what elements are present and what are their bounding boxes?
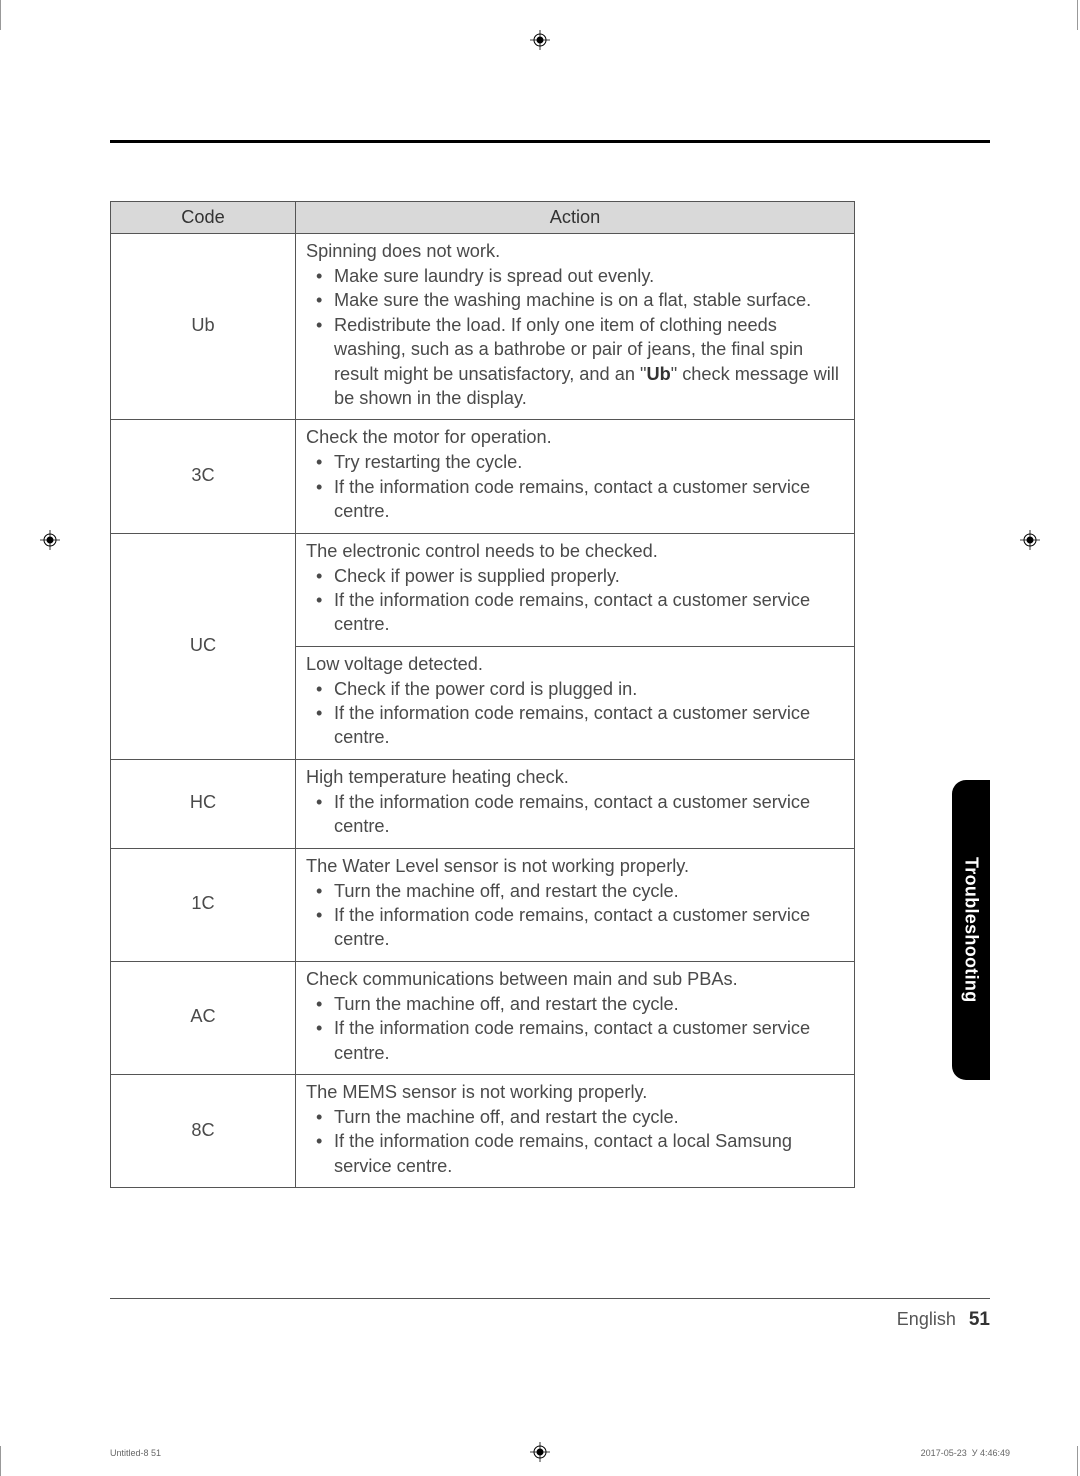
code-cell: HC: [111, 759, 296, 848]
print-slug-right: 2017-05-23 У 4:46:49: [921, 1448, 1010, 1458]
action-cell: Check communications between main and su…: [296, 961, 855, 1074]
action-item: If the information code remains, contact…: [306, 588, 844, 637]
slug-time: 4:46:49: [980, 1448, 1010, 1458]
action-list: Check if power is supplied properly.If t…: [306, 564, 844, 637]
crop-mark: [1077, 0, 1078, 30]
slug-ideogram: У: [972, 1448, 978, 1458]
table-row: 3CCheck the motor for operation.Try rest…: [111, 420, 855, 533]
section-tab-label: Troubleshooting: [961, 857, 982, 1003]
action-item: If the information code remains, contact…: [306, 1016, 844, 1065]
action-cell: Spinning does not work.Make sure laundry…: [296, 234, 855, 420]
code-cell: Ub: [111, 234, 296, 420]
action-item: If the information code remains, contact…: [306, 1129, 844, 1178]
action-item: Turn the machine off, and restart the cy…: [306, 1105, 844, 1129]
action-item: If the information code remains, contact…: [306, 475, 844, 524]
code-cell: 1C: [111, 848, 296, 961]
action-intro: Low voltage detected.: [306, 654, 844, 675]
action-cell: The electronic control needs to be check…: [296, 533, 855, 646]
code-cell: 8C: [111, 1074, 296, 1187]
footer-language: English: [897, 1309, 956, 1329]
action-intro: Check the motor for operation.: [306, 427, 844, 448]
action-list: Check if the power cord is plugged in.If…: [306, 677, 844, 750]
registration-mark-icon: [530, 30, 550, 50]
registration-mark-icon: [530, 1442, 550, 1462]
table-row: 1C The Water Level sensor is not working …: [111, 848, 855, 961]
action-item: Turn the machine off, and restart the cy…: [306, 879, 844, 903]
crop-mark: [1077, 1446, 1078, 1476]
print-slug-left: Untitled-8 51: [110, 1448, 161, 1458]
action-intro: The Water Level sensor is not working pr…: [306, 856, 844, 877]
action-item: If the information code remains, contact…: [306, 790, 844, 839]
footer-page-number: 51: [969, 1309, 990, 1330]
registration-mark-icon: [40, 530, 60, 550]
action-list: Turn the machine off, and restart the cy…: [306, 992, 844, 1065]
action-item: If the information code remains, contact…: [306, 701, 844, 750]
action-cell: The MEMS sensor is not working properly.…: [296, 1074, 855, 1187]
action-list: Turn the machine off, and restart the cy…: [306, 1105, 844, 1178]
action-intro: The electronic control needs to be check…: [306, 541, 844, 562]
action-item: Try restarting the cycle.: [306, 450, 844, 474]
code-cell: 3C: [111, 420, 296, 533]
action-cell: High temperature heating check.If the in…: [296, 759, 855, 848]
code-cell: UC: [111, 533, 296, 759]
page-content: Code Action UbSpinning does not work.Mak…: [110, 140, 990, 1188]
action-cell: Check the motor for operation.Try restar…: [296, 420, 855, 533]
action-list: Make sure laundry is spread out evenly.M…: [306, 264, 844, 410]
table-row: HCHigh temperature heating check.If the …: [111, 759, 855, 848]
action-intro: High temperature heating check.: [306, 767, 844, 788]
crop-mark: [0, 0, 1, 30]
table-row: 8CThe MEMS sensor is not working properl…: [111, 1074, 855, 1187]
registration-mark-icon: [1020, 530, 1040, 550]
table-row: UbSpinning does not work.Make sure laund…: [111, 234, 855, 420]
action-list: Turn the machine off, and restart the cy…: [306, 879, 844, 952]
action-item: Check if the power cord is plugged in.: [306, 677, 844, 701]
action-item: Make sure laundry is spread out evenly.: [306, 264, 844, 288]
action-cell: The Water Level sensor is not working pr…: [296, 848, 855, 961]
action-cell: Low voltage detected.Check if the power …: [296, 646, 855, 759]
codes-table: Code Action UbSpinning does not work.Mak…: [110, 201, 855, 1188]
header-code: Code: [111, 202, 296, 234]
crop-mark: [0, 1446, 1, 1476]
header-action: Action: [296, 202, 855, 234]
action-item: Turn the machine off, and restart the cy…: [306, 992, 844, 1016]
action-list: Try restarting the cycle.If the informat…: [306, 450, 844, 523]
action-list: If the information code remains, contact…: [306, 790, 844, 839]
footer-text: English 51: [110, 1299, 990, 1331]
action-intro: Spinning does not work.: [306, 241, 844, 262]
action-item: If the information code remains, contact…: [306, 903, 844, 952]
slug-date: 2017-05-23: [921, 1448, 967, 1458]
action-intro: The MEMS sensor is not working properly.: [306, 1082, 844, 1103]
action-item: Check if power is supplied properly.: [306, 564, 844, 588]
section-tab: Troubleshooting: [952, 780, 990, 1080]
action-intro: Check communications between main and su…: [306, 969, 844, 990]
table-row: AC Check communications between main and …: [111, 961, 855, 1074]
action-item: Make sure the washing machine is on a fl…: [306, 288, 844, 312]
table-header-row: Code Action: [111, 202, 855, 234]
top-rule: [110, 140, 990, 143]
action-item: Redistribute the load. If only one item …: [306, 313, 844, 411]
code-cell: AC: [111, 961, 296, 1074]
table-row: UCThe electronic control needs to be che…: [111, 533, 855, 646]
